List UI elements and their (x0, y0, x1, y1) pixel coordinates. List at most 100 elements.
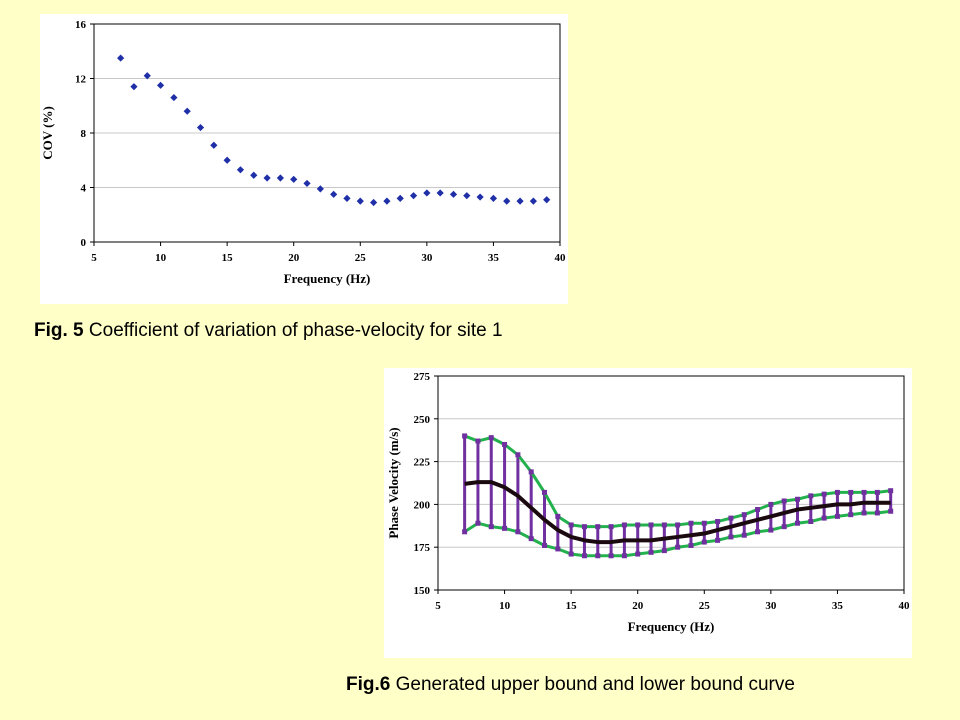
upper-bound-marker (728, 515, 734, 521)
upper-bound-marker (888, 488, 894, 494)
x-axis-label: Frequency (Hz) (628, 619, 715, 634)
phase-velocity-chart-panel: 150 175 200 225 250 275 5 10 15 20 25 30 35 40 Frequen… (384, 368, 912, 658)
y-tick-label: 4 (81, 183, 87, 195)
upper-bound-marker (528, 469, 534, 475)
lower-bound-marker (808, 519, 814, 525)
x-tick-label: 35 (832, 600, 844, 612)
x-tick-label: 40 (899, 600, 911, 612)
fig5-caption-label: Fig. 5 (34, 320, 84, 341)
lower-bound-marker (834, 513, 840, 519)
y-tick-label: 0 (81, 237, 87, 249)
lower-bound-marker (848, 512, 854, 518)
upper-bound-marker (475, 438, 481, 444)
upper-bound-marker (661, 522, 667, 528)
data-point (290, 175, 298, 183)
data-point (370, 198, 378, 207)
plot-frame (437, 375, 905, 591)
upper-bound-marker (848, 489, 854, 495)
lower-bound-marker (874, 510, 880, 516)
x-tick-label: 40 (555, 252, 567, 264)
lower-bound-marker (502, 525, 508, 531)
data-point (463, 192, 471, 200)
data-point (449, 190, 458, 198)
x-tick-label: 5 (435, 600, 441, 612)
data-point (276, 174, 284, 182)
x-tick-label: 25 (355, 252, 367, 264)
data-point (423, 189, 431, 197)
upper-bound-line (464, 434, 891, 529)
upper-bound-marker (741, 512, 747, 518)
x-tick-label: 20 (288, 252, 300, 264)
y-tick-label: 225 (414, 457, 431, 469)
lower-bound-marker (581, 553, 587, 559)
lower-bound-marker (621, 553, 627, 559)
data-point (196, 123, 205, 132)
data-point (503, 197, 511, 205)
y-tick-label: 12 (75, 74, 87, 86)
cov-chart-panel: 0 4 8 12 16 5 10 15 20 25 30 35 40 Frequency (Hz) COV … (40, 14, 568, 304)
y-tick-label: 175 (414, 542, 431, 554)
lower-bound-marker (675, 544, 681, 550)
lower-bound-marker (768, 527, 774, 533)
y-axis-label: Phase Velocity (m/s) (386, 427, 401, 538)
data-point (409, 192, 418, 200)
data-point (117, 54, 125, 62)
lower-bound-marker (821, 515, 827, 521)
lower-bound-marker (528, 536, 534, 542)
data-point (476, 193, 484, 201)
upper-bound-marker (874, 489, 880, 495)
upper-bound-marker (715, 519, 721, 525)
upper-bound-marker (568, 522, 574, 528)
y-tick-label: 16 (75, 19, 87, 31)
x-tick-label: 10 (499, 600, 511, 612)
upper-bound-marker (688, 520, 694, 526)
upper-bound-marker (595, 524, 601, 530)
x-tick-label: 20 (632, 600, 644, 612)
data-point (223, 156, 231, 164)
lower-bound-marker (488, 524, 494, 530)
data-point (170, 93, 178, 102)
data-point (356, 197, 364, 205)
x-tick-label: 30 (421, 252, 433, 264)
lower-bound-marker (861, 510, 867, 516)
y-axis-label: COV (%) (40, 106, 55, 160)
y-tick-label: 275 (414, 371, 431, 383)
data-point (263, 174, 271, 182)
upper-bound-marker (755, 507, 761, 513)
lower-bound-marker (715, 537, 721, 543)
x-axis-label: Frequency (Hz) (284, 271, 371, 286)
upper-bound-marker (555, 513, 561, 519)
data-point (303, 179, 311, 188)
upper-bound-marker (834, 489, 840, 495)
lower-bound-marker (648, 549, 654, 555)
upper-bound-marker (502, 441, 508, 447)
data-point (330, 190, 338, 198)
x-tick-label: 25 (699, 600, 711, 612)
upper-bound-marker (675, 522, 681, 528)
upper-bound-marker (581, 524, 587, 530)
plot-frame (93, 23, 561, 243)
lower-bound-marker (661, 548, 667, 554)
upper-bound-marker (608, 524, 614, 530)
data-point (250, 171, 258, 179)
mean-curve-line (464, 480, 891, 545)
upper-bound-marker (861, 489, 867, 495)
upper-bound-marker (768, 501, 774, 507)
data-point (396, 194, 404, 202)
lower-bound-marker (728, 534, 734, 540)
phase-velocity-chart: 150 175 200 225 250 275 5 10 15 20 25 30 35 40 Frequen… (386, 371, 911, 634)
data-point (210, 141, 218, 149)
x-tick-label: 15 (222, 252, 234, 264)
data-point (236, 166, 245, 174)
lower-bound-marker (781, 524, 787, 530)
lower-bound-marker (462, 529, 468, 535)
data-point (529, 197, 537, 205)
x-tick-label: 15 (566, 600, 578, 612)
upper-bound-marker (781, 498, 787, 504)
lower-bound-marker (888, 508, 894, 514)
fig6-caption-label: Fig.6 (346, 674, 391, 695)
x-tick-label: 35 (488, 252, 500, 264)
lower-bound-marker (595, 553, 601, 559)
upper-bound-marker (701, 520, 707, 526)
lower-bound-marker (555, 546, 561, 552)
